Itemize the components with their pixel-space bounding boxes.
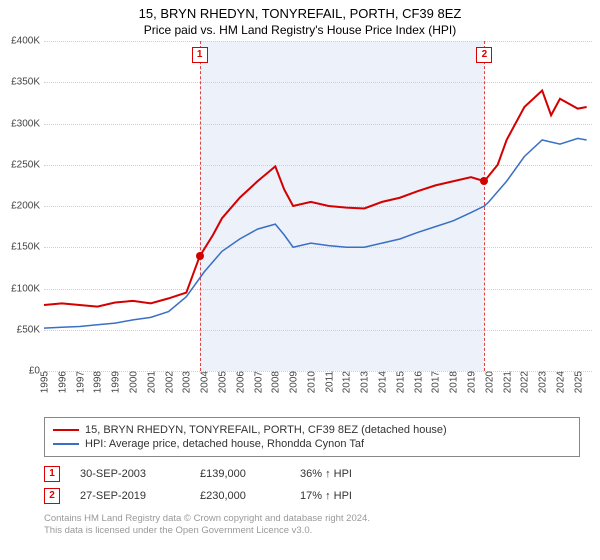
y-axis-label: £100K xyxy=(11,283,44,294)
plot-region: £0£50K£100K£150K£200K£250K£300K£350K£400… xyxy=(44,41,592,371)
x-axis-label: 2016 xyxy=(411,371,424,393)
x-axis-label: 2014 xyxy=(376,371,389,393)
sale-row-marker: 1 xyxy=(44,466,60,482)
x-axis-label: 2019 xyxy=(465,371,478,393)
x-axis-label: 2010 xyxy=(304,371,317,393)
y-axis-label: £350K xyxy=(11,77,44,88)
x-axis-label: 2023 xyxy=(536,371,549,393)
x-axis-label: 2006 xyxy=(233,371,246,393)
sale-dot xyxy=(196,252,204,260)
sale-price: £230,000 xyxy=(200,490,280,502)
x-axis-label: 2005 xyxy=(215,371,228,393)
x-axis-label: 1997 xyxy=(73,371,86,393)
x-axis-label: 2000 xyxy=(126,371,139,393)
x-axis-label: 1999 xyxy=(109,371,122,393)
x-axis-label: 2001 xyxy=(144,371,157,393)
footer-attribution: Contains HM Land Registry data © Crown c… xyxy=(44,513,580,538)
x-axis-label: 1996 xyxy=(55,371,68,393)
x-axis-label: 2011 xyxy=(322,371,335,393)
series-hpi xyxy=(44,138,587,328)
sale-marker-box: 1 xyxy=(192,47,208,63)
x-axis-label: 2009 xyxy=(287,371,300,393)
x-axis-label: 2024 xyxy=(553,371,566,393)
y-axis-label: £50K xyxy=(17,324,44,335)
x-axis-label: 1995 xyxy=(38,371,51,393)
x-axis-label: 2022 xyxy=(518,371,531,393)
sale-row: 2 27-SEP-2019 £230,000 17% ↑ HPI xyxy=(44,485,580,507)
x-axis-label: 2025 xyxy=(571,371,584,393)
sale-pct: 36% ↑ HPI xyxy=(300,468,400,480)
legend-label: HPI: Average price, detached house, Rhon… xyxy=(85,438,364,450)
footer-line-2: This data is licensed under the Open Gov… xyxy=(44,525,580,537)
chart-subtitle: Price paid vs. HM Land Registry's House … xyxy=(0,21,600,41)
sales-table: 1 30-SEP-2003 £139,000 36% ↑ HPI 2 27-SEP-201… xyxy=(44,463,580,507)
line-layer xyxy=(44,41,592,371)
x-axis-label: 2020 xyxy=(482,371,495,393)
page: 15, BRYN RHEDYN, TONYREFAIL, PORTH, CF39… xyxy=(0,0,600,560)
legend-swatch xyxy=(53,443,79,445)
legend-label: 15, BRYN RHEDYN, TONYREFAIL, PORTH, CF39… xyxy=(85,424,447,436)
x-axis-label: 1998 xyxy=(91,371,104,393)
series-price_paid xyxy=(44,91,587,307)
sale-row-marker: 2 xyxy=(44,488,60,504)
sale-price: £139,000 xyxy=(200,468,280,480)
x-axis-label: 2003 xyxy=(180,371,193,393)
sale-date: 30-SEP-2003 xyxy=(80,468,180,480)
x-axis-label: 2007 xyxy=(251,371,264,393)
y-axis-label: £200K xyxy=(11,201,44,212)
legend-row: HPI: Average price, detached house, Rhon… xyxy=(53,437,571,451)
sale-dot xyxy=(480,177,488,185)
y-axis-label: £150K xyxy=(11,242,44,253)
x-axis-label: 2002 xyxy=(162,371,175,393)
footer-line-1: Contains HM Land Registry data © Crown c… xyxy=(44,513,580,525)
y-axis-label: £300K xyxy=(11,118,44,129)
x-axis-label: 2015 xyxy=(393,371,406,393)
y-axis-label: £400K xyxy=(11,36,44,47)
sale-row: 1 30-SEP-2003 £139,000 36% ↑ HPI xyxy=(44,463,580,485)
y-axis-label: £250K xyxy=(11,159,44,170)
x-axis-label: 2017 xyxy=(429,371,442,393)
chart-title: 15, BRYN RHEDYN, TONYREFAIL, PORTH, CF39… xyxy=(0,0,600,21)
x-axis-label: 2021 xyxy=(500,371,513,393)
chart-area: £0£50K£100K£150K£200K£250K£300K£350K£400… xyxy=(44,41,592,391)
legend: 15, BRYN RHEDYN, TONYREFAIL, PORTH, CF39… xyxy=(44,417,580,457)
x-axis-label: 2018 xyxy=(447,371,460,393)
legend-row: 15, BRYN RHEDYN, TONYREFAIL, PORTH, CF39… xyxy=(53,423,571,437)
x-axis-label: 2012 xyxy=(340,371,353,393)
sale-pct: 17% ↑ HPI xyxy=(300,490,400,502)
x-axis-label: 2004 xyxy=(198,371,211,393)
legend-swatch xyxy=(53,429,79,431)
x-axis-label: 2013 xyxy=(358,371,371,393)
sale-date: 27-SEP-2019 xyxy=(80,490,180,502)
x-axis-label: 2008 xyxy=(269,371,282,393)
sale-marker-box: 2 xyxy=(476,47,492,63)
